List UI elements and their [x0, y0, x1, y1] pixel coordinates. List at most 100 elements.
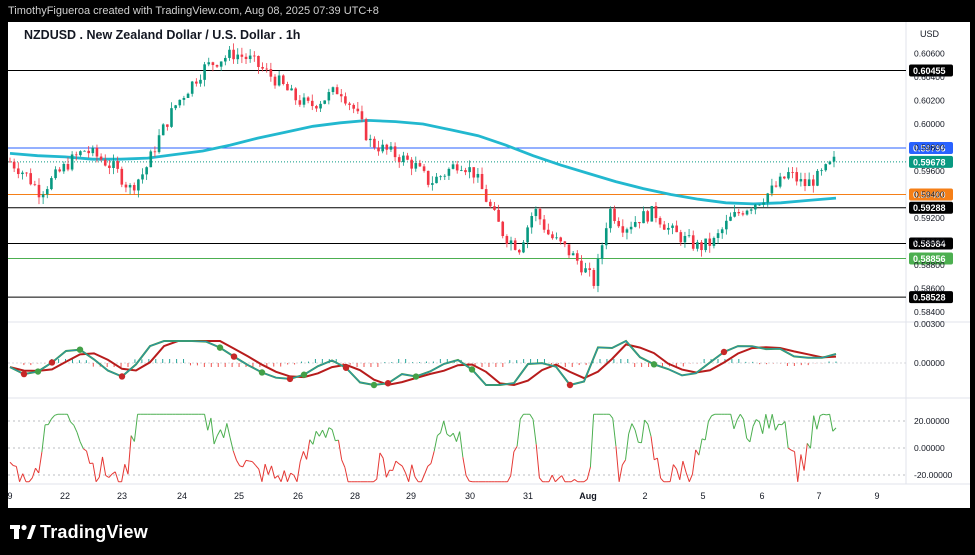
level-price-label: 0.58856 — [913, 254, 946, 264]
oscillator-segment — [322, 429, 327, 438]
macd-cross-marker — [412, 373, 420, 380]
candle-body — [62, 163, 66, 172]
oscillator-segment — [277, 475, 282, 482]
price-tick-label: 0.58800 — [914, 260, 945, 270]
oscillator-segment — [640, 419, 646, 443]
candle-body — [174, 105, 177, 109]
oscillator-segment — [424, 466, 429, 475]
oscillator-segment — [271, 465, 276, 479]
oscillator-segment — [252, 461, 256, 466]
candle-body — [422, 166, 426, 171]
credit-text: TimothyFigueroa created with TradingView… — [8, 5, 379, 17]
oscillator-segment — [264, 463, 269, 475]
macd-cross-marker — [384, 380, 392, 387]
level-price-label: 0.60455 — [913, 66, 946, 76]
candle-body — [439, 176, 442, 178]
candle-body — [294, 88, 298, 101]
candle-body — [725, 220, 728, 230]
oscillator-segment — [31, 468, 36, 479]
candle-body — [696, 242, 699, 249]
candle-body — [604, 228, 608, 246]
oscillator-segment — [267, 465, 272, 475]
oscillator-segment — [290, 472, 295, 476]
candle-body — [219, 61, 223, 67]
candle-body — [501, 221, 505, 237]
oscillator-segment — [586, 466, 591, 480]
candle-body — [559, 237, 563, 242]
chart-panel[interactable]: 0.60455 0.59796 0.59678 0.59400 0.59288 0.589… — [8, 22, 970, 508]
oscillator-segment — [395, 460, 400, 465]
candle-body — [596, 258, 600, 286]
oscillator-segment — [574, 479, 578, 483]
candle-body — [629, 226, 633, 230]
oscillator-segment — [800, 454, 805, 471]
level-price-label: 0.58984 — [913, 239, 946, 249]
candle-body — [762, 202, 765, 205]
candle-body — [654, 206, 658, 219]
oscillator-segment — [427, 463, 432, 467]
candle-body — [170, 108, 173, 127]
price-tick-label: 0.60600 — [914, 48, 945, 58]
oscillator-segment — [653, 457, 658, 461]
candle-body — [638, 222, 641, 224]
oscillator-segment — [341, 459, 346, 468]
candle-body — [609, 208, 612, 229]
oscillator-segment — [571, 479, 575, 483]
oscillator-segment — [679, 460, 684, 480]
oscillator-segment — [213, 435, 218, 445]
oscillator-segment — [325, 427, 330, 438]
candle-body — [522, 242, 525, 253]
macd-cross-marker — [76, 346, 84, 353]
candle-body — [74, 154, 78, 156]
candle-body — [406, 155, 409, 160]
time-tick-label: 5 — [700, 491, 705, 501]
oscillator-segment — [385, 469, 390, 478]
candle-body — [25, 172, 28, 174]
oscillator-level-label: -20.00000 — [914, 470, 953, 480]
level-price-badge — [909, 141, 953, 154]
oscillator-segment — [819, 413, 824, 417]
candle-body — [749, 209, 753, 211]
oscillator-segment — [70, 421, 75, 426]
oscillator-segment — [92, 463, 97, 482]
oscillator-segment — [401, 465, 406, 473]
candle-body — [344, 96, 347, 104]
candle-body — [232, 49, 235, 60]
candle-body — [563, 241, 567, 245]
candle-body — [704, 238, 707, 251]
candle-body — [116, 161, 119, 169]
oscillator-segment — [379, 452, 384, 459]
oscillator-segment — [516, 418, 521, 447]
oscillator-segment — [302, 451, 308, 460]
oscillator-segment — [685, 472, 690, 482]
candle-body — [426, 170, 430, 185]
candle-body — [700, 242, 703, 251]
oscillator-segment — [35, 467, 40, 474]
candle-body — [613, 208, 616, 222]
oscillator-segment — [296, 461, 301, 482]
macd-cross-marker — [566, 381, 574, 389]
oscillator-segment — [609, 413, 614, 419]
tradingview-logo[interactable]: TradingView — [10, 522, 148, 543]
candle-body — [45, 189, 49, 195]
chart-canvas[interactable]: 0.60455 0.59796 0.59678 0.59400 0.59288 0.589… — [8, 22, 970, 508]
candle-body — [103, 159, 107, 166]
oscillator-segment — [519, 413, 524, 420]
level-price-label: 0.59678 — [913, 157, 946, 167]
oscillator-segment — [13, 464, 17, 467]
time-tick-label: 25 — [234, 491, 244, 501]
oscillator-segment — [328, 427, 333, 430]
oscillator-segment — [660, 477, 665, 483]
candle-body — [460, 170, 463, 171]
price-tick-label: 0.58400 — [914, 307, 945, 317]
oscillator-segment — [647, 423, 652, 437]
macd-cross-marker — [216, 344, 224, 351]
oscillator-segment — [76, 432, 81, 442]
oscillator-segment — [373, 478, 378, 483]
candle-body — [687, 235, 691, 237]
price-tick-label: 0.59000 — [914, 237, 945, 247]
macd-cross-marker — [468, 366, 476, 373]
candle-body — [592, 270, 596, 286]
candle-body — [166, 124, 169, 127]
candle-body — [132, 185, 136, 191]
